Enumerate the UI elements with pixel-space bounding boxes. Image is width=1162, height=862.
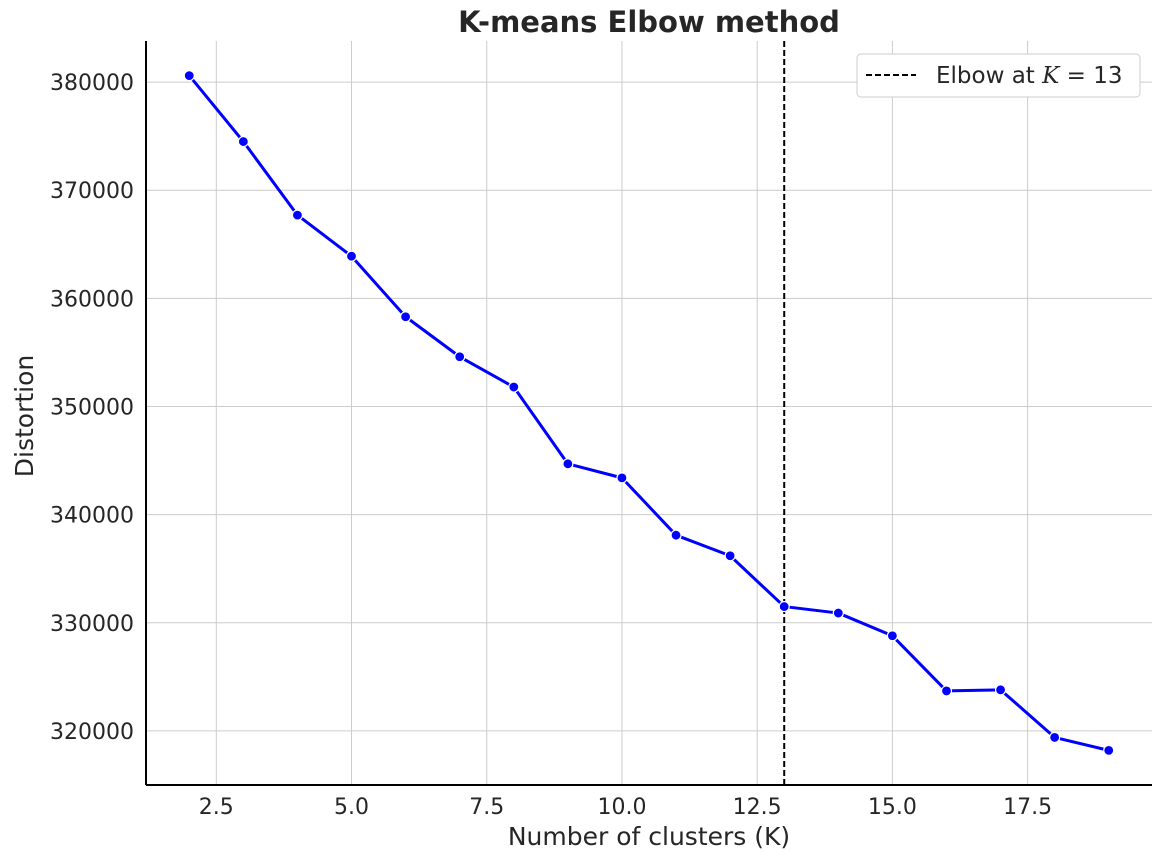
y-tick-label: 320000 [50,720,134,745]
legend-label-symbol: K [1041,63,1061,89]
y-axis-label: Distortion [10,355,39,478]
data-point [724,550,736,562]
distortion-line [188,74,1110,752]
legend-label: Elbow at K = 13 [936,63,1123,89]
data-point [1103,744,1115,756]
data-point [940,685,953,697]
data-point [454,351,466,363]
data-point [670,529,682,541]
data-point [291,209,304,221]
data-point [994,684,1007,696]
data-point [237,135,249,148]
legend: Elbow at K = 13 [856,53,1141,98]
x-tick-label: 10.0 [597,795,646,820]
data-point [616,472,628,484]
x-tick-labels: 2.5 5.0 7.5 10.0 12.5 15.0 17.5 [199,795,1052,820]
y-tick-labels: 320000 330000 340000 350000 360000 370000 3800… [50,71,134,745]
y-tick-label: 340000 [50,504,134,529]
legend-label-suffix: = 13 [1059,63,1122,89]
x-tick-label: 15.0 [868,795,917,820]
data-point [345,250,358,262]
y-tick-label: 370000 [50,179,134,204]
x-tick-label: 7.5 [469,795,504,820]
data-point [886,630,898,642]
data-point [508,381,520,393]
data-point [832,607,844,619]
data-point [400,311,412,323]
x-tick-label: 5.0 [334,795,369,820]
y-tick-label: 360000 [50,287,134,312]
y-tick-label: 350000 [50,396,134,421]
plot-area [146,41,1152,785]
legend-box [856,53,1141,98]
series-group [183,70,1115,756]
chart-title: K-means Elbow method [458,5,840,39]
data-point [1049,731,1061,744]
data-point [778,600,790,613]
x-tick-label: 2.5 [199,795,234,820]
data-point [183,70,195,82]
y-tick-label: 330000 [50,612,134,637]
x-tick-label: 17.5 [1003,795,1052,820]
y-tick-label: 380000 [50,71,134,96]
data-point [562,458,574,470]
x-axis-label: Number of clusters (K) [508,822,790,851]
x-tick-label: 12.5 [733,795,782,820]
legend-label-prefix: Elbow at [936,63,1042,89]
